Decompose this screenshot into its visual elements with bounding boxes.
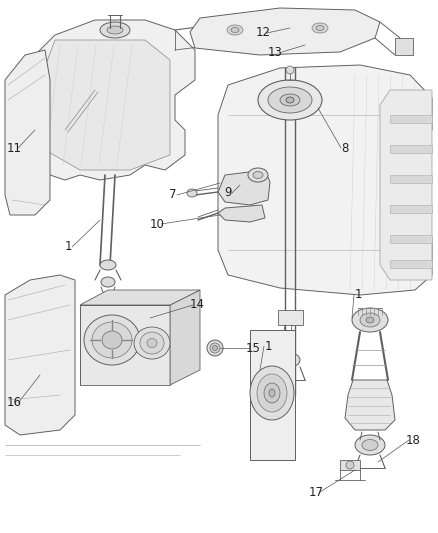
Polygon shape bbox=[250, 330, 295, 460]
Bar bbox=[390, 145, 432, 153]
Text: 17: 17 bbox=[308, 486, 324, 498]
Text: 18: 18 bbox=[406, 433, 420, 447]
Text: 11: 11 bbox=[7, 141, 21, 155]
Bar bbox=[390, 115, 432, 123]
Ellipse shape bbox=[101, 277, 115, 287]
Ellipse shape bbox=[312, 23, 328, 33]
Bar bbox=[340, 460, 360, 470]
Text: 14: 14 bbox=[190, 298, 205, 311]
Polygon shape bbox=[5, 275, 75, 435]
Ellipse shape bbox=[360, 313, 380, 327]
Ellipse shape bbox=[227, 25, 243, 35]
Polygon shape bbox=[15, 20, 195, 180]
Ellipse shape bbox=[257, 374, 287, 412]
Polygon shape bbox=[218, 170, 270, 205]
Bar bbox=[390, 175, 432, 183]
Ellipse shape bbox=[212, 345, 218, 351]
Text: 10: 10 bbox=[149, 217, 164, 230]
Bar bbox=[278, 310, 303, 325]
Polygon shape bbox=[170, 290, 200, 385]
Polygon shape bbox=[80, 290, 200, 305]
Text: 12: 12 bbox=[255, 27, 271, 39]
Ellipse shape bbox=[134, 327, 170, 359]
Text: 1: 1 bbox=[64, 240, 72, 254]
Polygon shape bbox=[190, 8, 380, 55]
Ellipse shape bbox=[102, 331, 122, 349]
Polygon shape bbox=[345, 380, 395, 430]
Text: 15: 15 bbox=[246, 342, 261, 354]
Ellipse shape bbox=[100, 22, 130, 38]
Ellipse shape bbox=[84, 315, 140, 365]
Ellipse shape bbox=[286, 66, 294, 74]
Bar bbox=[390, 235, 432, 243]
Ellipse shape bbox=[253, 172, 263, 179]
Ellipse shape bbox=[210, 343, 220, 353]
Ellipse shape bbox=[258, 80, 322, 120]
Ellipse shape bbox=[264, 383, 280, 403]
Polygon shape bbox=[5, 50, 50, 215]
Ellipse shape bbox=[346, 461, 354, 469]
Ellipse shape bbox=[248, 168, 268, 182]
Ellipse shape bbox=[352, 308, 388, 332]
Ellipse shape bbox=[362, 440, 378, 450]
Ellipse shape bbox=[268, 87, 312, 113]
Ellipse shape bbox=[250, 366, 294, 420]
Ellipse shape bbox=[355, 435, 385, 455]
Polygon shape bbox=[218, 205, 265, 222]
Polygon shape bbox=[40, 40, 170, 170]
Ellipse shape bbox=[286, 97, 294, 103]
Polygon shape bbox=[80, 305, 170, 385]
Text: 7: 7 bbox=[169, 189, 177, 201]
Polygon shape bbox=[380, 90, 432, 280]
Text: 1: 1 bbox=[354, 288, 362, 302]
Ellipse shape bbox=[187, 189, 197, 197]
Ellipse shape bbox=[285, 357, 295, 364]
Ellipse shape bbox=[92, 322, 132, 358]
Text: 9: 9 bbox=[224, 187, 232, 199]
Ellipse shape bbox=[107, 26, 123, 34]
Text: 1: 1 bbox=[264, 340, 272, 352]
Text: 13: 13 bbox=[268, 46, 283, 60]
Ellipse shape bbox=[207, 340, 223, 356]
Ellipse shape bbox=[280, 94, 300, 106]
Polygon shape bbox=[218, 65, 432, 295]
Bar bbox=[390, 260, 432, 268]
Bar bbox=[390, 205, 432, 213]
Ellipse shape bbox=[280, 353, 300, 367]
Ellipse shape bbox=[140, 332, 164, 354]
Ellipse shape bbox=[269, 389, 275, 397]
Text: 16: 16 bbox=[7, 397, 21, 409]
Ellipse shape bbox=[366, 317, 374, 323]
Ellipse shape bbox=[316, 26, 324, 30]
Ellipse shape bbox=[147, 338, 157, 348]
Ellipse shape bbox=[100, 260, 116, 270]
Ellipse shape bbox=[231, 28, 239, 33]
Text: 8: 8 bbox=[341, 141, 349, 155]
Bar bbox=[395, 38, 413, 55]
